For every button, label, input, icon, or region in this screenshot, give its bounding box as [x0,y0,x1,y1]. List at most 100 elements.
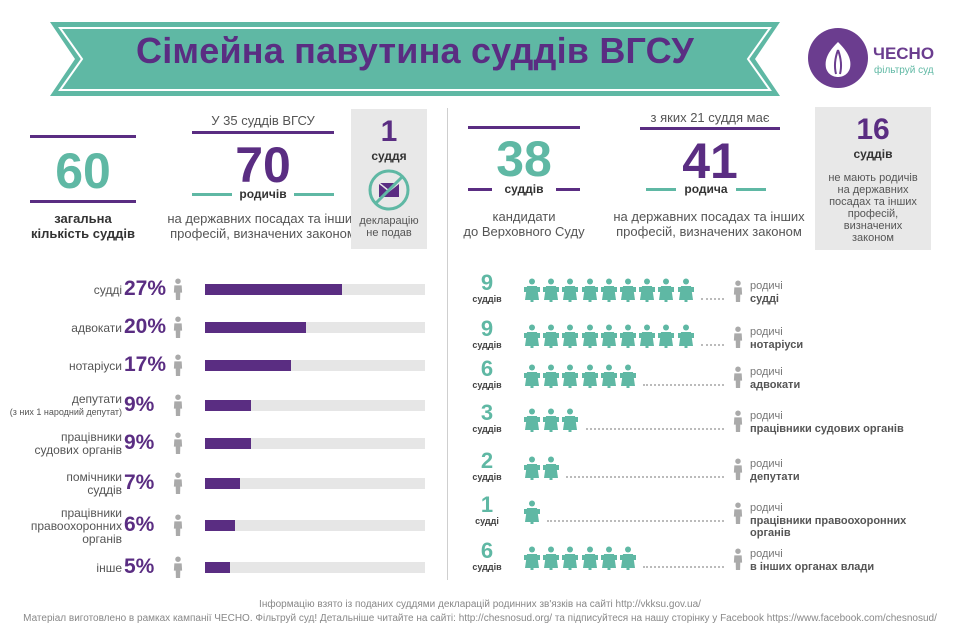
relatives-count-unit: судді [475,516,499,526]
person-icon [172,432,184,459]
relatives-top-line [192,131,334,134]
no-relatives-desc-2: на державних [837,184,909,196]
bar-label: депутати (з них 1 народний депутат) [10,393,122,419]
judge-figure-icon [543,408,560,437]
candidates-top-line [468,126,580,129]
no-relatives-value: 16 [856,113,890,146]
person-icon [172,472,184,499]
bar-value-label: 17% [124,353,167,376]
relatives-count: 1 [480,492,494,517]
bar-label-line: судді [93,282,122,297]
relatives-category: адвокати [750,379,801,391]
judge-figure-icon [581,364,598,393]
no-envelope-icon [367,168,411,212]
candidates-relatives-line-left [646,188,676,191]
relatives-count-unit: суддів [472,294,502,304]
relatives-prefix: родичі [750,280,783,292]
judge-figure-icon [543,364,560,393]
person-icon [732,280,744,307]
bar [205,322,306,333]
relatives-prefix: родичі [750,458,783,470]
bar-value-label: 9% [124,431,155,454]
person-icon [732,326,744,353]
judge-figure-icon [639,278,656,307]
person-icon [172,556,184,583]
no-relatives-box [815,107,931,250]
relatives-count: 2 [480,448,494,473]
person-icon [172,354,184,381]
no-relatives-desc-5: визначених [843,220,903,232]
bar-track [205,400,425,411]
bar-value-label: 9% [124,393,155,416]
logo-subtitle: фільтруй суд [874,65,934,76]
dotted-leader [700,344,724,346]
dotted-leader [547,520,724,522]
dotted-leader [585,428,724,430]
candidates-relatives-top-line [640,127,780,130]
no-declaration-desc-1: декларацію [359,215,419,227]
bar-track [205,520,425,531]
judge-figure-icon [562,546,579,575]
judge-figure-icon [600,364,617,393]
candidates-value: 38 [496,131,552,187]
judge-figure-icon [620,324,636,353]
judge-figure-icon [620,546,636,575]
bar [205,400,251,411]
relatives-prefix: родичі [750,366,783,378]
relatives-count-unit: суддів [472,340,502,350]
bar-track [205,438,425,449]
bar-label-line: судових органів [34,443,123,457]
total-top-line [30,135,136,138]
bar-label: нотаріуси [69,359,122,373]
person-icon [172,278,184,305]
no-relatives-desc-1: не мають родичів [828,172,918,184]
relatives-value: 70 [235,137,291,193]
judge-figure-icon [562,364,579,393]
total-value: 60 [55,143,111,199]
no-relatives-desc-6: законом [852,232,894,244]
judge-figure-icon [524,500,540,529]
relatives-prefix: родичі [750,502,783,514]
bar [205,360,291,371]
logo-name: ЧЕСНО [873,44,935,63]
bar-label-line: працівники [60,505,122,520]
bar-label: працівники правоохоронних органів [31,505,122,546]
no-declaration-value: 1 [380,115,398,148]
judge-figure-icon [543,546,560,575]
bar-label-line: органів [82,531,122,546]
no-relatives-desc-4: професій, [847,208,899,220]
judge-figure-icon [658,324,675,353]
candidates-relatives-desc-1: на державних посадах та інших [613,209,805,224]
judge-figure-icon [581,324,598,353]
bar-label: судді [93,282,122,297]
judge-figure-icon [677,278,694,307]
footer-source: Інформацію взято із поданих суддями декл… [259,599,701,610]
relatives-category: судді [750,293,779,305]
person-icon [172,514,184,541]
relatives-count-unit: суддів [472,562,502,572]
bar-label-line: (з них 1 народний депутат) [9,407,122,417]
relatives-count-unit: суддів [472,380,502,390]
judge-figure-icon [600,324,617,353]
judge-figure-icon [600,278,617,307]
judge-figure-icon [639,324,656,353]
person-icon [732,366,744,393]
judge-figure-icon [524,278,540,307]
judge-figure-icon [543,278,560,307]
relatives-category-line2: органів [750,527,791,539]
candidates-relatives-value: 41 [682,133,738,189]
judge-figure-icon [658,278,675,307]
candidates-line-left [468,188,492,191]
relatives-category: нотаріуси [750,339,804,351]
bar-value-label: 20% [124,315,167,338]
bar-label: помічники суддів [66,471,122,497]
no-declaration-unit: суддя [371,149,407,163]
bar-label-line: працівники [60,430,122,444]
relatives-count-unit: суддів [472,424,502,434]
bar-track [205,478,425,489]
person-icon [732,458,744,485]
bar-track [205,322,425,333]
bar-track [205,562,425,573]
relatives-count: 9 [480,270,494,295]
bar-label: працівники судових органів [35,431,123,457]
